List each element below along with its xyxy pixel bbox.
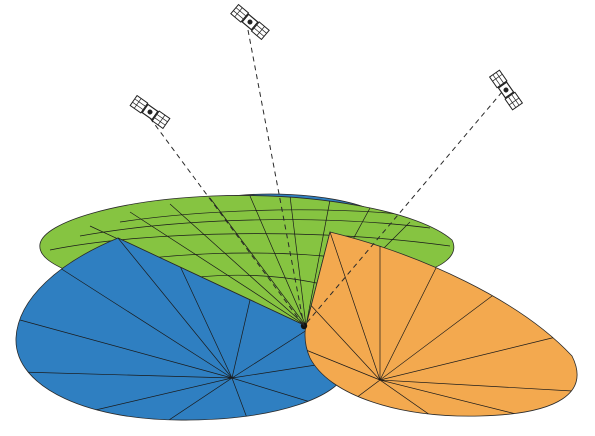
range-line-left (149, 117, 305, 327)
range-line-right (303, 91, 503, 327)
satellite-icon (129, 94, 171, 130)
satellite-icon (488, 69, 524, 111)
satellite-icon (230, 3, 270, 41)
position-sphere-blue (15, 237, 347, 421)
position-sphere-orange (304, 231, 578, 417)
